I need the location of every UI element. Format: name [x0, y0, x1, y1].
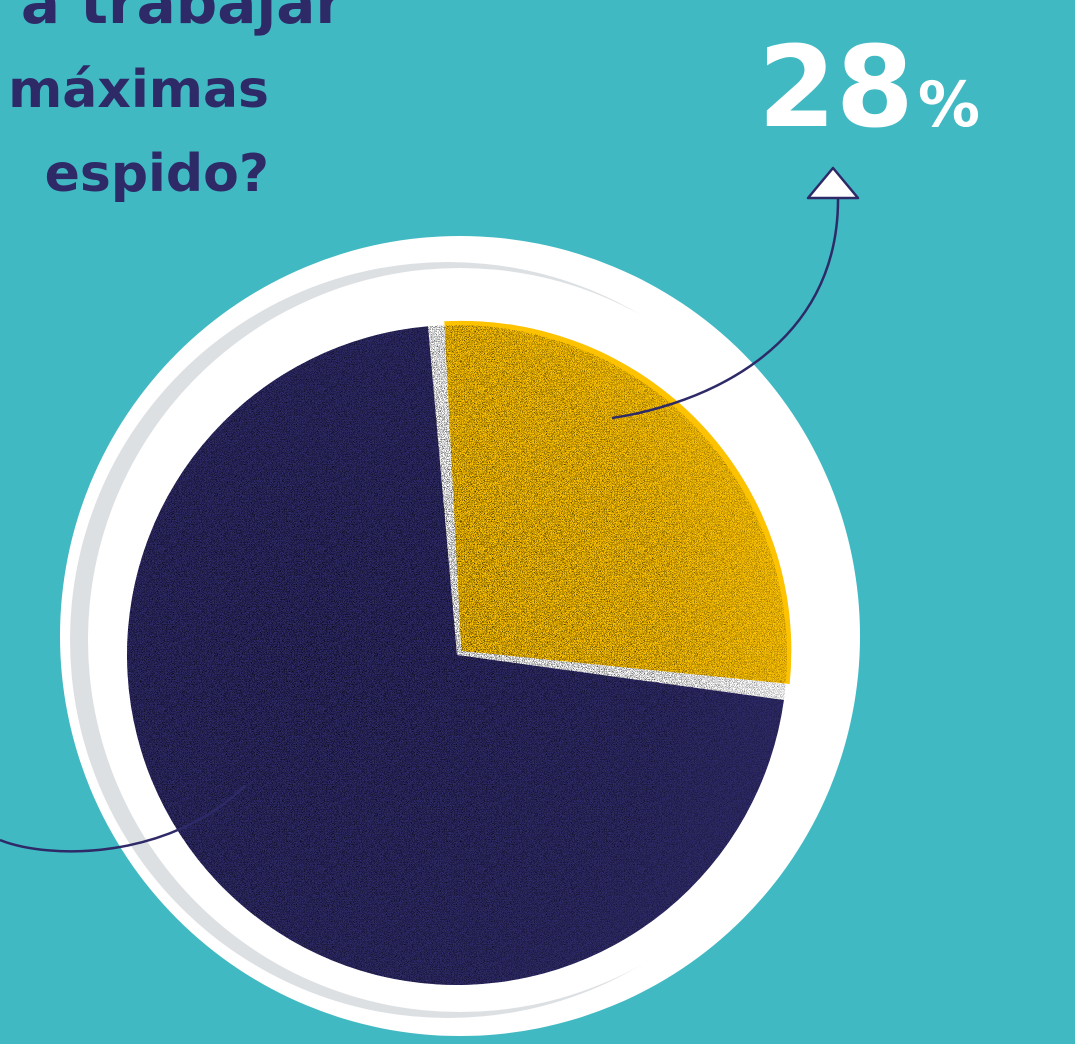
callout-line-highlight [611, 195, 840, 420]
callout-arrow-head [806, 166, 860, 200]
data-label-value: 28 [758, 23, 914, 153]
pie-data-label: 28% [758, 23, 980, 153]
pie-grain-overlay [127, 325, 787, 985]
page-title-line-3: espido? [44, 144, 269, 204]
data-label-unit: % [918, 68, 980, 141]
page-title-line-1: a trabajar [20, 0, 344, 37]
callout-line-rest [0, 784, 247, 853]
page-title-line-2: máximas [8, 60, 269, 120]
